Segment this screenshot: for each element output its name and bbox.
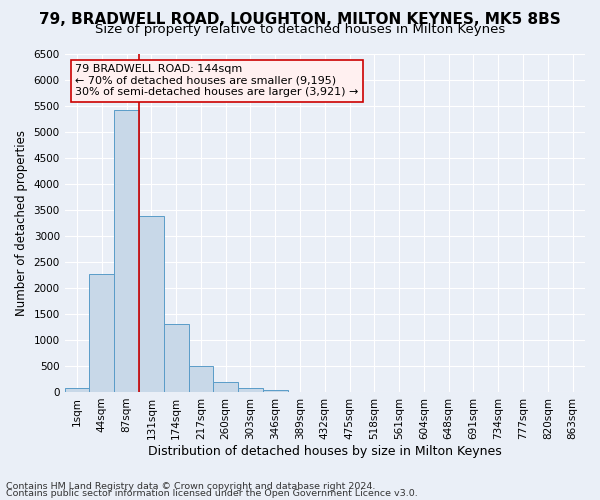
Bar xyxy=(89,274,114,392)
Bar xyxy=(238,388,263,392)
Text: Contains HM Land Registry data © Crown copyright and database right 2024.: Contains HM Land Registry data © Crown c… xyxy=(6,482,376,491)
Bar xyxy=(188,366,214,392)
Bar xyxy=(263,390,287,392)
Bar xyxy=(114,110,139,392)
Text: Contains public sector information licensed under the Open Government Licence v3: Contains public sector information licen… xyxy=(6,489,418,498)
Bar xyxy=(164,324,188,392)
Text: 79 BRADWELL ROAD: 144sqm
← 70% of detached houses are smaller (9,195)
30% of sem: 79 BRADWELL ROAD: 144sqm ← 70% of detach… xyxy=(75,64,358,98)
Text: 79, BRADWELL ROAD, LOUGHTON, MILTON KEYNES, MK5 8BS: 79, BRADWELL ROAD, LOUGHTON, MILTON KEYN… xyxy=(39,12,561,26)
Text: Size of property relative to detached houses in Milton Keynes: Size of property relative to detached ho… xyxy=(95,24,505,36)
Y-axis label: Number of detached properties: Number of detached properties xyxy=(15,130,28,316)
Bar xyxy=(139,216,164,392)
X-axis label: Distribution of detached houses by size in Milton Keynes: Distribution of detached houses by size … xyxy=(148,444,502,458)
Bar xyxy=(65,388,89,392)
Bar xyxy=(214,382,238,392)
